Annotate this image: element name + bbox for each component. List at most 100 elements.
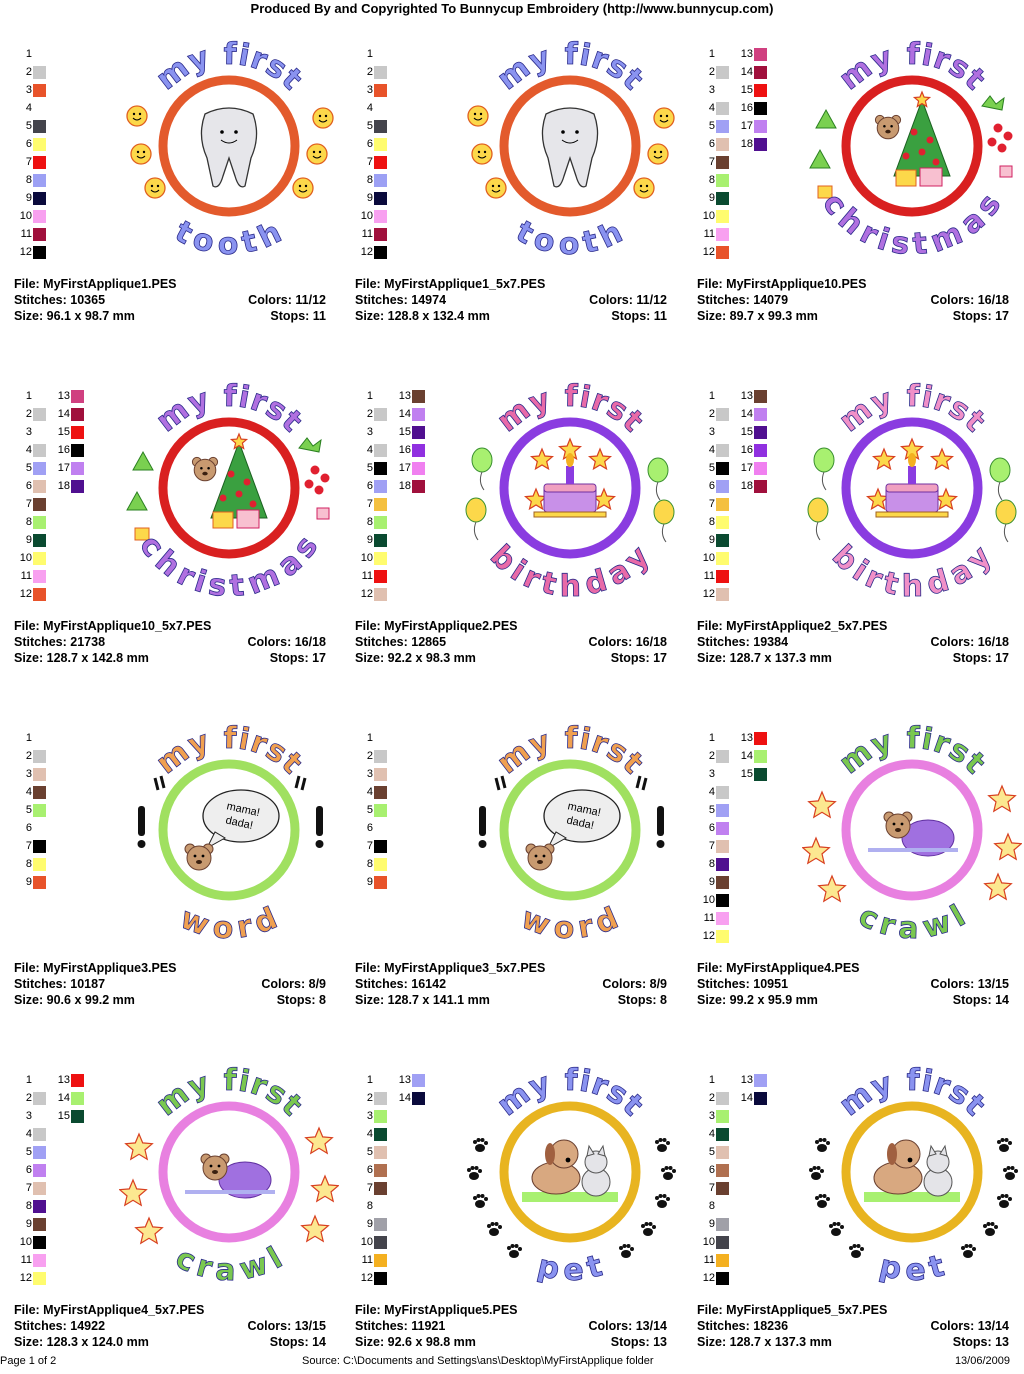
color-entry: 9 (18, 1215, 54, 1233)
color-entry: 4 (359, 783, 395, 801)
paw-icon (619, 1244, 634, 1258)
balloon-icon (807, 497, 829, 541)
bear-icon (525, 843, 555, 871)
color-entry: 8 (18, 513, 54, 531)
file-name: File: MyFirstApplique2.PES (355, 619, 518, 633)
color-swatch (374, 84, 387, 97)
color-entry: 3 (359, 423, 395, 441)
stop-count: Stops: 17 (610, 651, 667, 665)
color-swatch (374, 1164, 387, 1177)
color-number: 5 (366, 1146, 373, 1158)
color-number: 13 (57, 390, 70, 402)
color-number: 12 (360, 246, 373, 258)
smiley-icon (312, 107, 334, 129)
color-entry: 9 (18, 189, 54, 207)
color-swatch (33, 228, 46, 241)
color-number: 13 (740, 732, 753, 744)
color-number: 3 (708, 84, 715, 96)
color-swatch (374, 156, 387, 169)
color-swatch (716, 120, 729, 133)
color-entry: 8 (359, 1197, 395, 1215)
color-entry: 1 (701, 45, 737, 63)
color-number: 7 (708, 1182, 715, 1194)
color-entry: 4 (359, 99, 395, 117)
color-entry: 4 (701, 99, 737, 117)
color-number: 12 (19, 588, 32, 600)
color-swatch (33, 1092, 46, 1105)
color-number: 14 (740, 408, 753, 420)
balloon-icon (995, 499, 1017, 543)
color-entry: 9 (359, 1215, 395, 1233)
color-entry: 5 (18, 1143, 54, 1161)
crawling-bear-icon (868, 811, 958, 857)
color-number: 2 (366, 1092, 373, 1104)
color-swatch (754, 426, 767, 439)
stitch-count: Stitches: 19384 (697, 635, 789, 649)
stitch-count: Stitches: 10951 (697, 977, 789, 991)
bottom-arc-text: tooth (169, 214, 287, 262)
color-number: 11 (20, 1254, 32, 1266)
color-number: 9 (366, 1218, 373, 1230)
color-entry: 5 (18, 117, 54, 135)
color-entry: 11 (701, 225, 737, 243)
stitch-count: Stitches: 18236 (697, 1319, 789, 1333)
star-icon (802, 836, 831, 865)
color-number: 8 (708, 858, 715, 870)
color-swatch (374, 516, 387, 529)
color-swatch (716, 786, 729, 799)
star-icon (304, 1126, 334, 1155)
color-number: 11 (361, 1254, 373, 1266)
color-swatch (716, 498, 729, 511)
color-number: 15 (740, 768, 753, 780)
color-entry: 10 (359, 1233, 395, 1251)
color-swatch (33, 1254, 46, 1267)
color-swatch (716, 876, 729, 889)
christmas-tree-icon (874, 90, 951, 187)
file-name: File: MyFirstApplique10.PES (697, 277, 867, 291)
color-entry: 6 (359, 819, 395, 837)
color-swatch (33, 876, 46, 889)
color-entry: 8 (18, 1197, 54, 1215)
stop-count: Stops: 8 (617, 993, 667, 1007)
color-number: 2 (25, 750, 32, 762)
color-entry: 14 (739, 747, 775, 765)
color-entry: 10 (359, 549, 395, 567)
color-swatch (716, 210, 729, 223)
color-entry: 4 (359, 1125, 395, 1143)
color-number: 6 (25, 138, 32, 150)
tooth-icon (200, 107, 258, 188)
design-size: Size: 128.7 x 142.8 mm (14, 651, 149, 665)
color-swatch (716, 1272, 729, 1285)
stop-count: Stops: 14 (269, 1335, 326, 1349)
color-swatch (33, 444, 46, 457)
color-number: 1 (366, 48, 373, 60)
color-swatch (374, 444, 387, 457)
color-entry: 11 (701, 567, 737, 585)
color-number: 5 (366, 120, 373, 132)
color-swatch (374, 246, 387, 259)
design-card: 1 2 3 4 5 6 7 8 9 10 11 12 13 14 my first pet File: MyFi… (697, 1044, 1024, 1374)
paw-icon (829, 1222, 844, 1236)
color-count: Colors: 16/18 (930, 293, 1009, 307)
color-entry: 7 (701, 495, 737, 513)
paw-icon (655, 1138, 670, 1152)
color-number: 13 (740, 1074, 753, 1086)
color-swatch (374, 840, 387, 853)
color-number: 4 (25, 102, 32, 114)
color-swatch (33, 534, 46, 547)
star-icon (807, 790, 837, 819)
color-entry: 1 (359, 729, 395, 747)
color-entry: 12 (18, 1269, 54, 1287)
bear-icon (191, 456, 219, 482)
color-count: Colors: 11/12 (589, 293, 667, 307)
file-name: File: MyFirstApplique4.PES (697, 961, 860, 975)
cake-icon (523, 437, 617, 518)
color-number: 8 (25, 174, 32, 186)
color-swatch (412, 480, 425, 493)
color-swatch (716, 750, 729, 763)
design-card: 1 2 3 4 5 6 7 8 9 10 11 12 13 14 my first pet File: MyFi… (355, 1044, 685, 1374)
color-swatch (33, 804, 46, 817)
